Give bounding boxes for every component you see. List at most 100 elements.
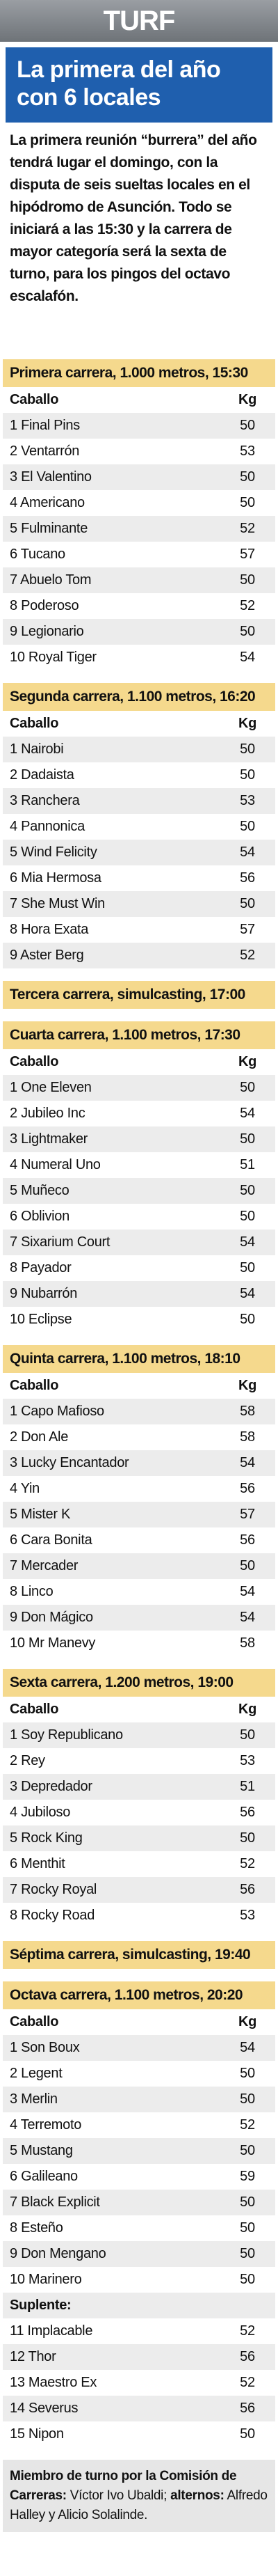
horse-row: 8 Payador 50 xyxy=(3,1255,275,1281)
horse-name: 8 Esteño xyxy=(10,2220,63,2236)
column-header: Kg xyxy=(238,2014,257,2029)
race-title: Tercera carrera, simulcasting, 17:00 xyxy=(3,981,275,1009)
horse-name: 5 Muñeco xyxy=(10,1183,70,1198)
horse-weight: 50 xyxy=(240,1830,255,1846)
race: Cuarta carrera, 1.100 metros, 17:30 Cabal… xyxy=(3,1021,275,1333)
horse-weight: 56 xyxy=(240,1882,255,1897)
horse-name: 8 Poderoso xyxy=(10,598,79,613)
column-header: Caballo xyxy=(10,392,59,407)
headline: La primera del año con 6 locales xyxy=(6,47,272,123)
horse-name: 4 Jubiloso xyxy=(10,1805,71,1820)
footer-member: Víctor Ivo Ubaldi; xyxy=(70,2488,167,2503)
horse-name: 5 Mister K xyxy=(10,1507,71,1522)
race-title: Segunda carrera, 1.100 metros, 16:20 xyxy=(3,683,275,711)
horse-name: 4 Pannonica xyxy=(10,819,85,834)
horse-name: 8 Rocky Road xyxy=(10,1908,95,1923)
horse-weight: 52 xyxy=(240,598,255,613)
horse-weight: 56 xyxy=(240,2349,255,2364)
horse-weight: 50 xyxy=(240,495,255,510)
horse-row: 13 Maestro Ex 52 xyxy=(3,2370,275,2396)
horse-row: 9 Don Mágico 54 xyxy=(3,1605,275,1631)
column-header: Caballo xyxy=(10,1378,59,1393)
horse-row: 1 Nairobi 50 xyxy=(3,737,275,762)
horse-weight: 54 xyxy=(240,1610,255,1625)
race-list: Primera carrera, 1.000 metros, 15:30 Caba… xyxy=(0,359,278,2447)
horse-weight: 56 xyxy=(240,2401,255,2416)
horse-row: 2 Don Ale 58 xyxy=(3,1424,275,1450)
race-title: Primera carrera, 1.000 metros, 15:30 xyxy=(3,359,275,387)
horse-name: 2 Legent xyxy=(10,2066,63,2081)
horse-weight: 52 xyxy=(240,948,255,963)
horse-name: 3 Lucky Encantador xyxy=(10,1455,129,1470)
horse-row: 7 Abuelo Tom 50 xyxy=(3,567,275,593)
horse-row: 9 Nubarrón 54 xyxy=(3,1281,275,1307)
horse-weight: 50 xyxy=(240,2426,255,2442)
column-header-row: Caballo Kg xyxy=(3,387,275,413)
horse-weight: 53 xyxy=(240,1908,255,1923)
race-title: Sexta carrera, 1.200 metros, 19:00 xyxy=(3,1669,275,1697)
horse-name: 7 Abuelo Tom xyxy=(10,572,92,588)
horse-row: 8 Esteño 50 xyxy=(3,2215,275,2241)
horse-name: 9 Nubarrón xyxy=(10,1286,78,1301)
horse-row: 1 Soy Republicano 50 xyxy=(3,1722,275,1748)
horse-name: 2 Ventarrón xyxy=(10,443,80,459)
horse-name: 5 Fulminante xyxy=(10,521,88,536)
horse-row: 7 Mercader 50 xyxy=(3,1553,275,1579)
section-label: TURF xyxy=(0,0,278,42)
horse-row: 5 Rock King 50 xyxy=(3,1825,275,1851)
race: Séptima carrera, simulcasting, 19:40 xyxy=(3,1941,275,1969)
horse-row: 15 Nipon 50 xyxy=(3,2421,275,2447)
horse-weight: 50 xyxy=(240,1131,255,1147)
horse-name: 7 Rocky Royal xyxy=(10,1882,97,1897)
horse-weight: 54 xyxy=(240,845,255,860)
horse-row: 10 Mr Manevy 58 xyxy=(3,1631,275,1656)
horse-row: 7 She Must Win 50 xyxy=(3,891,275,917)
horse-name: 9 Don Mágico xyxy=(10,1610,93,1625)
column-header-row: Caballo Kg xyxy=(3,1049,275,1075)
horse-weight: 52 xyxy=(240,2117,255,2133)
horse-row: 4 Americano 50 xyxy=(3,490,275,516)
footer-alt-lead: alternos: xyxy=(170,2488,224,2503)
horse-row: 6 Oblivion 50 xyxy=(3,1204,275,1230)
horse-name: 10 Mr Manevy xyxy=(10,1635,96,1651)
horse-weight: 50 xyxy=(240,1727,255,1743)
race: Quinta carrera, 1.100 metros, 18:10 Cabal… xyxy=(3,1345,275,1656)
horse-name: 2 Jubileo Inc xyxy=(10,1106,85,1121)
horse-row: 7 Rocky Royal 56 xyxy=(3,1877,275,1903)
horse-name: 11 Implacable xyxy=(10,2323,93,2339)
horse-weight: 52 xyxy=(240,2323,255,2339)
horse-row: 8 Rocky Road 53 xyxy=(3,1903,275,1929)
horse-name: 8 Hora Exata xyxy=(10,922,89,937)
horse-name: 7 Mercader xyxy=(10,1558,79,1573)
race-table: Caballo Kg 1 Son Boux 54 2 Legent 50 3 Merlin 5… xyxy=(3,2009,275,2447)
horse-name: 14 Severus xyxy=(10,2401,79,2416)
horse-weight: 58 xyxy=(240,1635,255,1651)
horse-weight: 50 xyxy=(240,2246,255,2261)
footer-alternates: Alfredo Halley y Alicio Solalinde. xyxy=(10,2488,268,2522)
race-table: Caballo Kg 1 Nairobi 50 2 Dadaista 50 3 Ranche… xyxy=(3,711,275,968)
horse-weight: 50 xyxy=(240,896,255,911)
horse-weight: 50 xyxy=(240,2091,255,2107)
horse-weight: 57 xyxy=(240,922,255,937)
horse-name: 5 Mustang xyxy=(10,2143,73,2158)
horse-weight: 50 xyxy=(240,1312,255,1327)
horse-name: 3 Ranchera xyxy=(10,793,80,808)
horse-name: 6 Menthit xyxy=(10,1856,65,1871)
horse-name: 6 Mia Hermosa xyxy=(10,870,101,886)
horse-name: 9 Legionario xyxy=(10,624,84,639)
horse-name: 4 Yin xyxy=(10,1481,40,1496)
horse-weight: 54 xyxy=(240,1455,255,1470)
horse-weight: 50 xyxy=(240,1080,255,1095)
column-header: Kg xyxy=(238,1702,257,1717)
horse-row: 2 Legent 50 xyxy=(3,2061,275,2087)
horse-row: 1 One Eleven 50 xyxy=(3,1075,275,1101)
column-header: Kg xyxy=(238,716,257,731)
horse-row: 6 Tucano 57 xyxy=(3,542,275,567)
race: Tercera carrera, simulcasting, 17:00 xyxy=(3,981,275,1009)
horse-weight: 50 xyxy=(240,819,255,834)
horse-row: 5 Fulminante 52 xyxy=(3,516,275,542)
horse-name: 1 Soy Republicano xyxy=(10,1727,123,1743)
horse-row: 4 Numeral Uno 51 xyxy=(3,1152,275,1178)
horse-row: 5 Wind Felicity 54 xyxy=(3,840,275,865)
